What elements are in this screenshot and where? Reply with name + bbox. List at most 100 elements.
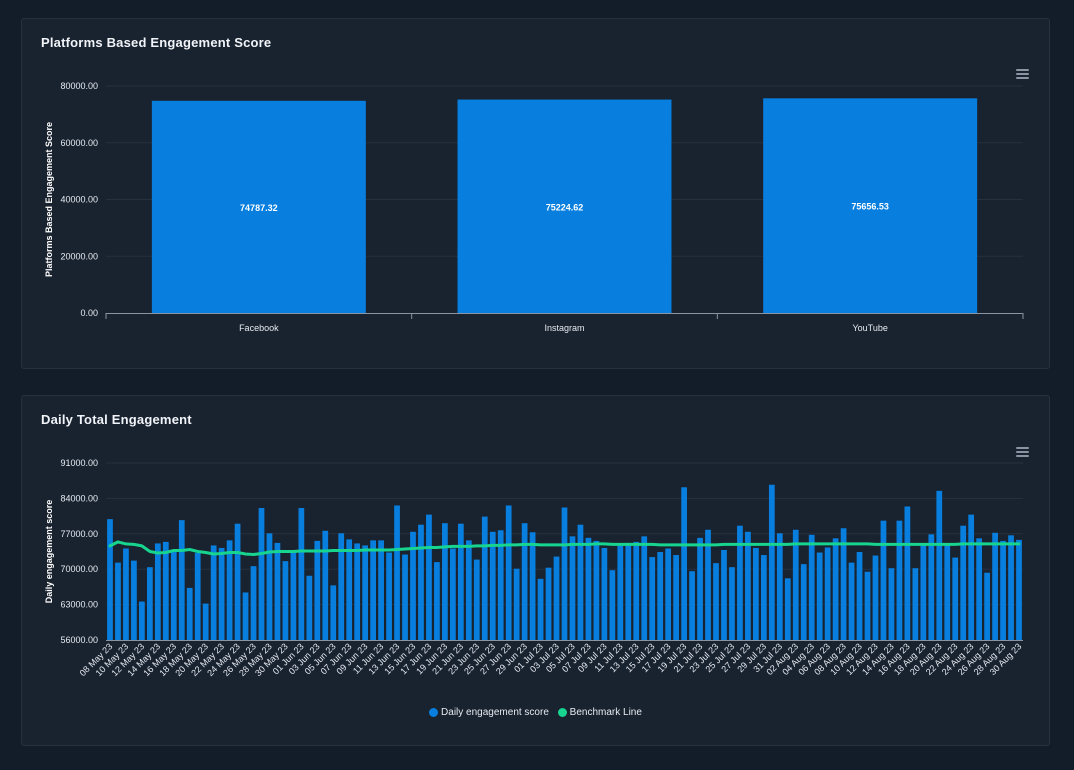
daily-bar[interactable] <box>768 484 775 640</box>
daily-bar[interactable] <box>186 587 193 640</box>
daily-bar[interactable] <box>426 514 432 640</box>
bar-instagram[interactable] <box>457 99 672 313</box>
daily-bar[interactable] <box>314 540 321 640</box>
daily-bar[interactable] <box>139 601 145 640</box>
daily-bar[interactable] <box>162 541 169 640</box>
daily-bar[interactable] <box>577 524 584 640</box>
daily-bar[interactable] <box>968 514 975 640</box>
daily-bar[interactable] <box>625 542 632 640</box>
daily-bar[interactable] <box>808 534 815 640</box>
daily-bar[interactable] <box>721 549 727 640</box>
daily-bar[interactable] <box>210 545 217 640</box>
daily-bar[interactable] <box>617 545 624 640</box>
bar-youtube[interactable] <box>763 98 978 314</box>
daily-bar[interactable] <box>146 567 153 640</box>
daily-bar[interactable] <box>290 552 297 640</box>
daily-bar[interactable] <box>824 547 831 640</box>
daily-bar[interactable] <box>681 487 687 640</box>
daily-bar[interactable] <box>952 557 959 640</box>
daily-bar[interactable] <box>776 533 783 640</box>
daily-bar[interactable] <box>194 553 201 640</box>
daily-bar[interactable] <box>170 550 177 640</box>
daily-bar[interactable] <box>346 539 353 640</box>
daily-bar[interactable] <box>984 572 990 640</box>
daily-bar[interactable] <box>306 575 313 640</box>
daily-bar[interactable] <box>609 570 616 640</box>
daily-bar[interactable] <box>258 508 265 640</box>
daily-bar[interactable] <box>657 552 664 640</box>
daily-bar[interactable] <box>282 561 289 640</box>
daily-bar[interactable] <box>992 532 998 640</box>
daily-bar[interactable] <box>920 543 927 640</box>
daily-bar[interactable] <box>880 520 887 640</box>
daily-bar[interactable] <box>1000 540 1006 640</box>
daily-bar[interactable] <box>410 531 416 640</box>
daily-bar[interactable] <box>936 490 943 640</box>
daily-bar[interactable] <box>1016 539 1022 640</box>
bar-facebook[interactable] <box>151 100 366 313</box>
daily-bar[interactable] <box>370 540 376 640</box>
daily-bar[interactable] <box>840 528 847 640</box>
daily-bar[interactable] <box>673 555 680 640</box>
daily-bar[interactable] <box>274 542 281 640</box>
daily-bar[interactable] <box>800 564 807 640</box>
daily-bar[interactable] <box>888 568 895 640</box>
daily-bar[interactable] <box>513 568 520 640</box>
daily-bar[interactable] <box>1008 535 1014 640</box>
legend-item-benchmark[interactable]: Benchmark Line <box>557 707 642 718</box>
daily-bar[interactable] <box>386 552 392 640</box>
daily-bar[interactable] <box>705 529 711 640</box>
hamburger-menu-icon[interactable] <box>1016 447 1029 457</box>
daily-bar[interactable] <box>115 562 121 640</box>
daily-bar[interactable] <box>753 547 759 640</box>
daily-bar[interactable] <box>362 545 369 640</box>
daily-bar[interactable] <box>266 533 273 640</box>
daily-bar[interactable] <box>123 548 129 640</box>
daily-bar[interactable] <box>178 520 185 640</box>
daily-bar[interactable] <box>960 525 967 640</box>
daily-bar[interactable] <box>561 507 568 640</box>
daily-bar[interactable] <box>665 548 672 640</box>
legend-item-daily[interactable]: Daily engagement score <box>429 707 549 718</box>
daily-bar[interactable] <box>131 560 137 640</box>
daily-bar[interactable] <box>697 537 703 640</box>
daily-bar[interactable] <box>529 532 536 640</box>
daily-bar[interactable] <box>489 531 496 640</box>
daily-bar[interactable] <box>944 543 951 640</box>
daily-bar[interactable] <box>649 557 656 640</box>
daily-bar[interactable] <box>394 505 400 640</box>
daily-bar[interactable] <box>418 524 424 640</box>
daily-bar[interactable] <box>976 538 983 640</box>
daily-bar[interactable] <box>585 537 592 640</box>
daily-bar[interactable] <box>593 540 600 640</box>
daily-bar[interactable] <box>354 543 361 640</box>
daily-bar[interactable] <box>537 578 544 640</box>
daily-bar[interactable] <box>338 533 345 640</box>
daily-bar[interactable] <box>729 567 735 640</box>
daily-bar[interactable] <box>442 523 448 640</box>
daily-bar[interactable] <box>864 571 871 640</box>
daily-bar[interactable] <box>481 516 488 640</box>
daily-bar[interactable] <box>784 578 791 640</box>
daily-bar[interactable] <box>465 540 472 640</box>
daily-bar[interactable] <box>242 592 249 640</box>
daily-bar[interactable] <box>521 523 528 640</box>
daily-bar[interactable] <box>816 552 823 640</box>
daily-bar[interactable] <box>497 530 504 640</box>
daily-bar[interactable] <box>569 536 576 640</box>
daily-bar[interactable] <box>202 603 209 640</box>
daily-bar[interactable] <box>745 531 751 640</box>
daily-bar[interactable] <box>553 556 560 640</box>
daily-bar[interactable] <box>872 555 879 640</box>
daily-bar[interactable] <box>226 540 233 640</box>
daily-bar[interactable] <box>904 506 911 640</box>
daily-bar[interactable] <box>912 568 919 640</box>
daily-bar[interactable] <box>505 505 512 640</box>
daily-bar[interactable] <box>218 547 225 640</box>
daily-bar[interactable] <box>689 571 695 640</box>
daily-bar[interactable] <box>434 562 440 640</box>
daily-bar[interactable] <box>457 523 464 640</box>
daily-bar[interactable] <box>896 520 903 640</box>
daily-bar[interactable] <box>378 540 384 640</box>
daily-bar[interactable] <box>107 519 113 640</box>
